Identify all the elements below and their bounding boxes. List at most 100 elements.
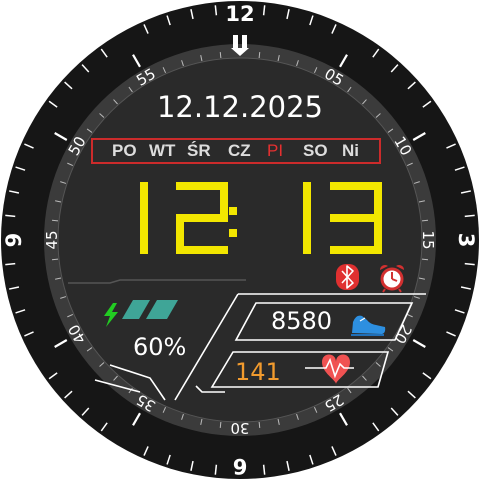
dial-tick (99, 113, 105, 118)
bezel-tick (331, 446, 337, 456)
time-digit-segment (176, 182, 228, 190)
dial-tick (413, 181, 420, 184)
steps-count: 8580 (271, 307, 333, 335)
bezel-tick (454, 309, 465, 314)
bezel-tick (166, 15, 171, 26)
bezel-tick (100, 48, 108, 58)
weekday-ni: Ni (342, 141, 359, 160)
bezel-tick (454, 166, 465, 171)
time-digit-segment (140, 218, 148, 254)
weekday-pi: PI (267, 141, 284, 160)
bezel-tick (446, 143, 456, 149)
bezel-tick (81, 407, 90, 416)
dial-tick (181, 60, 184, 67)
bezel-minute-label: 30 (230, 419, 249, 437)
bezel-tick (15, 166, 26, 171)
heart-rate-value: 141 (235, 358, 281, 386)
bezel-tick (48, 372, 58, 380)
bezel-tick (286, 460, 290, 471)
bezel-tick (331, 24, 337, 34)
weekday-cz: CZ (228, 141, 251, 160)
time-digit-segment (176, 246, 228, 254)
time-digit-segment (140, 182, 148, 218)
bezel-tick (422, 372, 432, 380)
weekday-wt: WT (149, 141, 176, 160)
dial-tick (113, 375, 118, 381)
weekday-po: PO (112, 141, 137, 160)
time-digit-segment (220, 182, 228, 218)
dial-tick (99, 362, 105, 367)
bezel-minute-label: 45 (43, 230, 61, 249)
time-digit-segment (176, 218, 184, 254)
dial-tick (86, 128, 93, 133)
panel-lines (68, 279, 426, 401)
dial-tick (162, 406, 167, 413)
bezel-tick (24, 331, 34, 337)
bezel-tick (407, 390, 416, 399)
dial-tick (406, 162, 413, 167)
dial-tick (277, 55, 280, 62)
dial-tick (296, 413, 299, 420)
bezel-tick (339, 412, 348, 426)
bezel-tick (262, 464, 266, 475)
time-digit-segment (176, 214, 228, 222)
dial-tick (418, 200, 425, 203)
bezel-tick (190, 460, 194, 471)
bezel-tick (372, 48, 380, 58)
dial-tick (219, 421, 222, 429)
dial-tick (387, 347, 394, 352)
bezel-tick (339, 54, 348, 68)
bezel-tick (407, 81, 416, 90)
bezel-tick (9, 286, 20, 290)
dial-tick (128, 86, 133, 93)
time-digit-segment (330, 246, 382, 254)
dial-tick (296, 60, 299, 67)
weekday-box (91, 138, 381, 164)
bezel-tick (214, 464, 218, 475)
battery-bars-icon (122, 300, 178, 319)
dial-tick (51, 258, 59, 261)
dial-tick (421, 219, 429, 222)
bezel-tick (166, 454, 171, 465)
bezel-tick (24, 143, 34, 149)
bezel-tick (9, 190, 20, 194)
dial-tick (347, 387, 352, 394)
bezel-tick (309, 454, 314, 465)
dial-tick (128, 387, 133, 394)
bezel-tick (132, 412, 141, 426)
bezel-minute-label: 15 (419, 230, 437, 249)
dial-tick (418, 277, 425, 280)
dial-tick (362, 375, 367, 381)
bezel-tick (5, 262, 16, 266)
bezel-tick (286, 9, 290, 20)
bezel-ticks (5, 5, 475, 475)
dial-tick (113, 99, 118, 105)
dial-tick (387, 128, 394, 133)
running-shoe-icon (351, 315, 386, 336)
bezel-tick (422, 100, 432, 108)
time-hours-text: 12 (122, 180, 247, 255)
dial-tick (347, 86, 352, 93)
bezel-hour-label: 3 (454, 233, 478, 248)
dial-tick (313, 406, 318, 413)
bezel-tick (390, 407, 399, 416)
dial-tick (162, 67, 167, 74)
bezel-tick (460, 190, 471, 194)
bezel-tick (48, 100, 58, 108)
bezel-tick (309, 15, 314, 26)
time-digit-segment (303, 218, 311, 254)
dial-tick (55, 277, 62, 280)
bezel-tick (143, 24, 149, 34)
bezel-tick (460, 286, 471, 290)
dial-tick (362, 99, 367, 105)
time-digits (140, 182, 382, 254)
bezel-hour-label: 6 (233, 454, 248, 478)
weekday-śr: ŚR (187, 141, 211, 160)
dial-background (58, 58, 422, 422)
dial-tick (55, 200, 62, 203)
date-display: 12.12.2025 (156, 90, 324, 124)
dial-tick (60, 296, 67, 299)
dial-tick (86, 347, 93, 352)
